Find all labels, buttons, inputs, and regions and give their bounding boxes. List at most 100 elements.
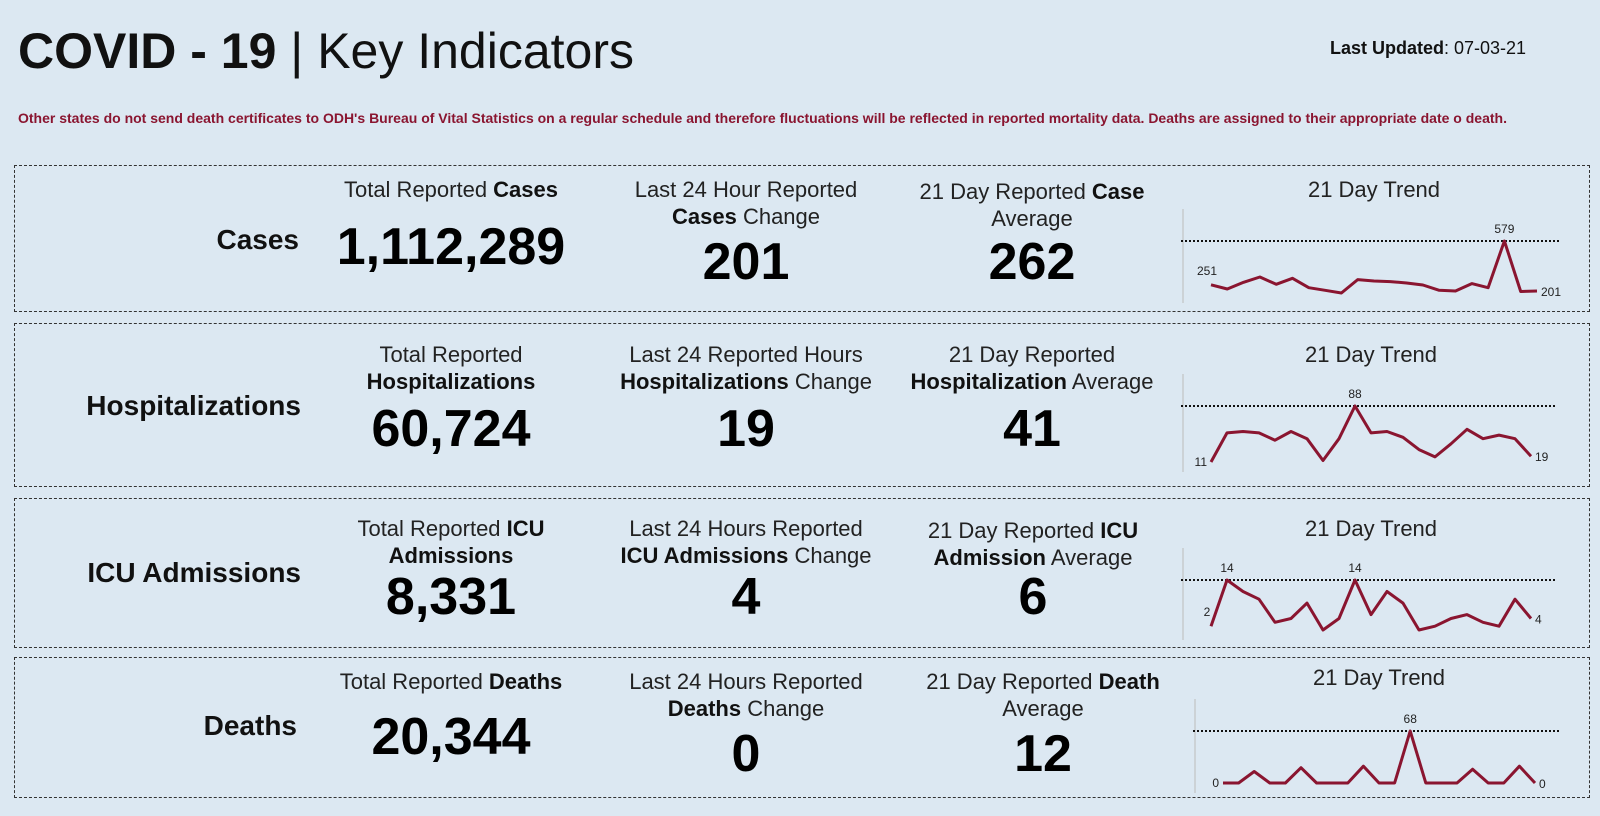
- heading-text: Last 24 Hour Reported: [634, 177, 858, 202]
- total-stat: Total Reported Hospitalizations 60,724: [321, 341, 581, 459]
- change-heading: Last 24 Hour Reported Cases Change: [611, 176, 881, 230]
- average-value: 12: [1014, 725, 1072, 783]
- trend-line: [1223, 729, 1537, 785]
- trend-last-label: 4: [1535, 612, 1542, 626]
- trend-first-label: 251: [1197, 264, 1217, 278]
- icu-admissions-panel: ICU Admissions Total Reported ICU Admiss…: [14, 498, 1590, 648]
- heading-text: Total Reported: [339, 669, 489, 694]
- change-value: 19: [717, 400, 775, 458]
- total-heading: Total Reported Hospitalizations: [321, 341, 581, 395]
- trend-last-label: 19: [1535, 450, 1549, 464]
- trend-line: [1209, 578, 1533, 632]
- total-heading: Total Reported Deaths: [321, 668, 581, 695]
- trend-last-label: 0: [1539, 777, 1546, 791]
- heading-bold: Case: [1091, 179, 1145, 204]
- sparkline: 11 88 19: [1181, 374, 1555, 472]
- average-stat: 21 Day Reported Hospitalization Average 4…: [901, 341, 1163, 459]
- average-value: 41: [1003, 400, 1061, 458]
- average-stat: 21 Day Reported Death Average 12: [915, 668, 1171, 784]
- last-updated-label: Last Updated: [1330, 38, 1445, 58]
- heading-text: 21 Day Reported: [919, 179, 1092, 204]
- trend-chart: 21 Day Trend 2 14 14 4: [1181, 515, 1561, 642]
- heading-text: Total Reported: [357, 516, 507, 541]
- heading-bold: ICU Admissions: [388, 516, 545, 568]
- trend-line: [1210, 239, 1538, 295]
- sparkline: 2 14 14 4: [1181, 548, 1555, 640]
- total-value: 1,112,289: [336, 218, 566, 276]
- heading-text: Average: [991, 206, 1073, 231]
- change-stat: Last 24 Reported Hours Hospitalizations C…: [611, 341, 881, 459]
- average-value: 262: [988, 233, 1076, 291]
- heading-text: Change: [736, 204, 821, 229]
- trend-line: [1209, 404, 1533, 463]
- heading-text: 21 Day Reported: [926, 669, 1099, 694]
- row-label: Cases: [216, 224, 299, 255]
- heading-text: Change: [788, 543, 872, 568]
- title-bold: COVID - 19: [18, 23, 277, 79]
- trend-title: 21 Day Trend: [1312, 665, 1446, 690]
- mortality-note: Other states do not send death certifica…: [18, 110, 1507, 126]
- average-heading: 21 Day Reported Hospitalization Average: [901, 341, 1163, 395]
- heading-bold: Deaths: [488, 669, 563, 694]
- trend-max-label: 14: [1220, 561, 1234, 575]
- total-stat: Total Reported ICU Admissions 8,331: [321, 515, 581, 627]
- heading-bold: Hospitalizations: [366, 369, 536, 394]
- heading-bold: Cases: [493, 177, 559, 202]
- trend-first-label: 0: [1212, 776, 1219, 790]
- row-label: ICU Admissions: [87, 557, 301, 588]
- last-updated: Last Updated: 07-03-21: [1330, 38, 1526, 59]
- trend-chart: 21 Day Trend 251 579 201: [1181, 176, 1567, 305]
- heading-bold: ICU Admission: [933, 518, 1139, 570]
- trend-max-label: 579: [1494, 222, 1514, 236]
- average-stat: 21 Day Reported ICU Admission Average 6: [919, 517, 1147, 627]
- heading-bold: Hospitalizations: [620, 369, 789, 394]
- change-value: 201: [702, 233, 790, 291]
- change-heading: Last 24 Hours Reported ICU Admissions Cha…: [611, 515, 881, 569]
- heading-text: Last 24 Reported Hours: [629, 342, 863, 367]
- page-title: COVID - 19 | Key Indicators: [18, 22, 634, 80]
- heading-text: Total Reported: [379, 342, 523, 367]
- heading-text: Average: [1067, 369, 1154, 394]
- deaths-panel: Deaths Total Reported Deaths 20,344 Last…: [14, 657, 1590, 798]
- change-stat: Last 24 Hours Reported ICU Admissions Cha…: [611, 515, 881, 627]
- total-stat: Total Reported Cases 1,112,289: [321, 176, 581, 277]
- heading-text: Average: [1046, 545, 1133, 570]
- heading-bold: Cases: [671, 204, 737, 229]
- total-stat: Total Reported Deaths 20,344: [321, 668, 581, 767]
- average-heading: 21 Day Reported Case Average: [907, 178, 1157, 232]
- trend-title: 21 Day Trend: [1307, 177, 1441, 202]
- trend-chart: 21 Day Trend 0 68 0: [1193, 664, 1565, 795]
- total-value: 8,331: [385, 568, 517, 626]
- heading-text: Total Reported: [343, 177, 494, 202]
- average-value: 6: [1018, 568, 1048, 626]
- average-heading: 21 Day Reported Death Average: [915, 668, 1171, 722]
- trend-title: 21 Day Trend: [1304, 342, 1438, 367]
- hospitalizations-panel: Hospitalizations Total Reported Hospitali…: [14, 323, 1590, 487]
- change-heading: Last 24 Reported Hours Hospitalizations C…: [611, 341, 881, 395]
- sparkline: 251 579 201: [1181, 209, 1561, 303]
- trend-last-label: 201: [1541, 285, 1561, 299]
- average-heading: 21 Day Reported ICU Admission Average: [919, 517, 1147, 571]
- change-heading: Last 24 Hours Reported Deaths Change: [611, 668, 881, 722]
- trend-title: 21 Day Trend: [1304, 516, 1438, 541]
- trend-first-label: 2: [1204, 605, 1211, 619]
- change-value: 0: [731, 725, 761, 783]
- change-value: 4: [731, 568, 761, 626]
- cases-panel: Cases Total Reported Cases 1,112,289 Las…: [14, 165, 1590, 312]
- last-updated-value: : 07-03-21: [1444, 38, 1527, 58]
- change-stat: Last 24 Hours Reported Deaths Change 0: [611, 668, 881, 784]
- total-heading: Total Reported Cases: [321, 176, 581, 203]
- title-subtitle: Key Indicators: [317, 23, 635, 79]
- trend-max-label-2: 14: [1348, 561, 1362, 575]
- average-stat: 21 Day Reported Case Average 262: [907, 178, 1157, 292]
- heading-text: 21 Day Reported: [927, 518, 1101, 543]
- total-value: 60,724: [371, 400, 531, 458]
- heading-text: Last 24 Hours Reported: [629, 669, 863, 694]
- change-stat: Last 24 Hour Reported Cases Change 201: [611, 176, 881, 292]
- heading-bold: Deaths: [667, 696, 742, 721]
- heading-text: Average: [1002, 696, 1084, 721]
- trend-chart: 21 Day Trend 11 88 19: [1181, 341, 1561, 474]
- heading-text: 21 Day Reported: [948, 342, 1116, 367]
- heading-text: Last 24 Hours Reported: [629, 516, 863, 541]
- total-value: 20,344: [371, 708, 531, 766]
